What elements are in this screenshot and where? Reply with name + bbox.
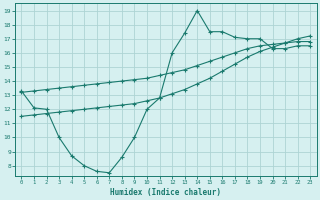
X-axis label: Humidex (Indice chaleur): Humidex (Indice chaleur) bbox=[110, 188, 221, 197]
